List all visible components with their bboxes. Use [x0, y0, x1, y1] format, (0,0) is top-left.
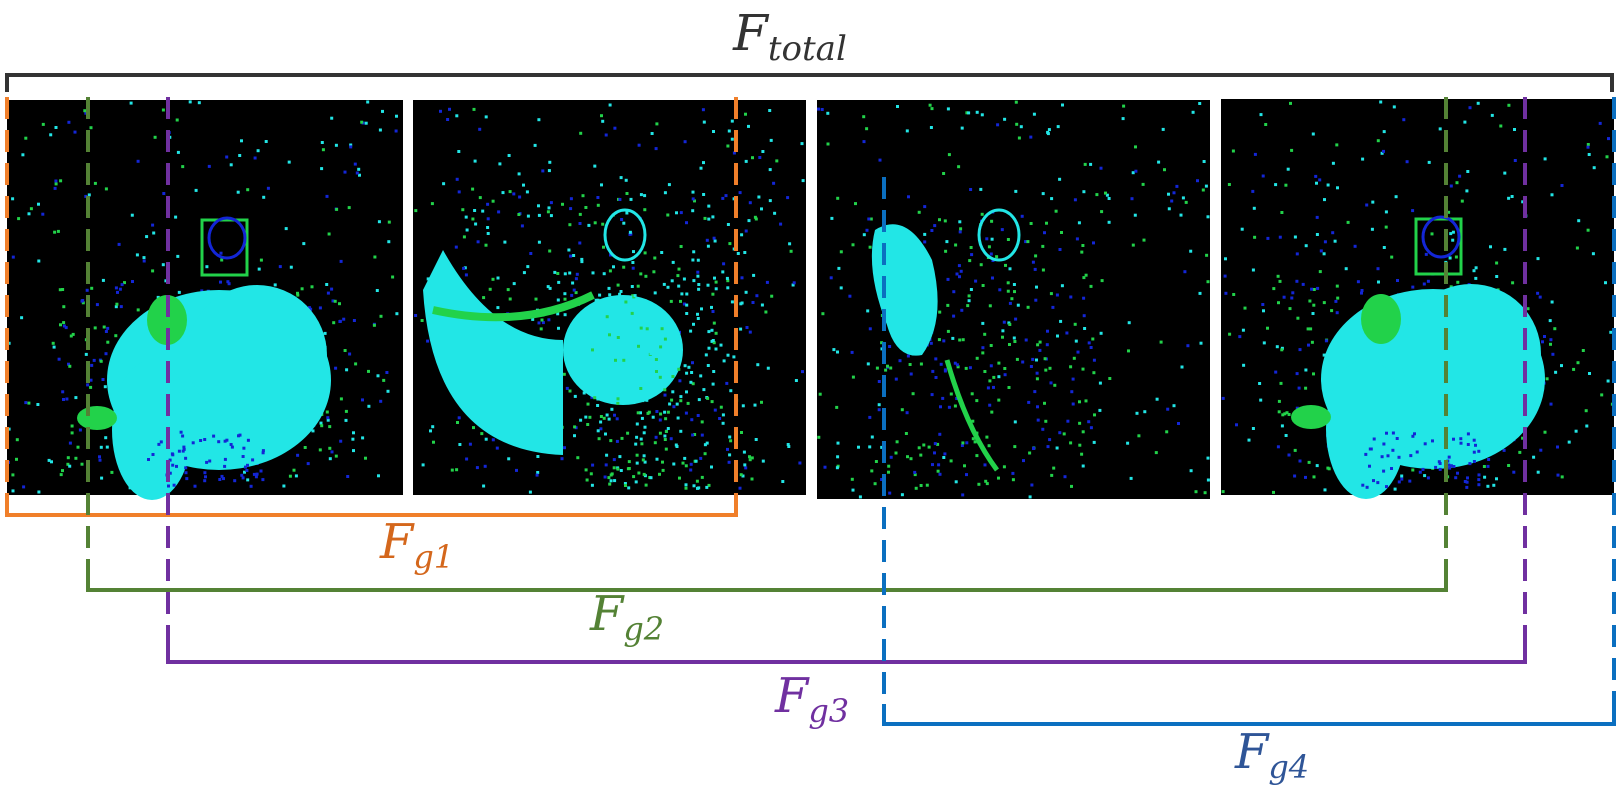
- total-bracket: [5, 73, 1614, 92]
- frame-1: [7, 100, 403, 500]
- group-g4-bracket: [882, 97, 1616, 726]
- frame-4: [1221, 99, 1614, 499]
- group-g3-bracket: [166, 97, 1527, 664]
- total-label: Ftotal: [732, 4, 847, 69]
- g2-label: Fg2: [589, 586, 664, 648]
- group-g2-bracket: [86, 97, 1448, 592]
- frame-2: [413, 100, 806, 495]
- g4-label: Fg4: [1234, 724, 1309, 786]
- g3-label: Fg3: [774, 668, 849, 730]
- group-g1-bracket: [5, 97, 738, 517]
- g1-label: Fg1: [379, 514, 454, 576]
- frame-3: [817, 100, 1210, 499]
